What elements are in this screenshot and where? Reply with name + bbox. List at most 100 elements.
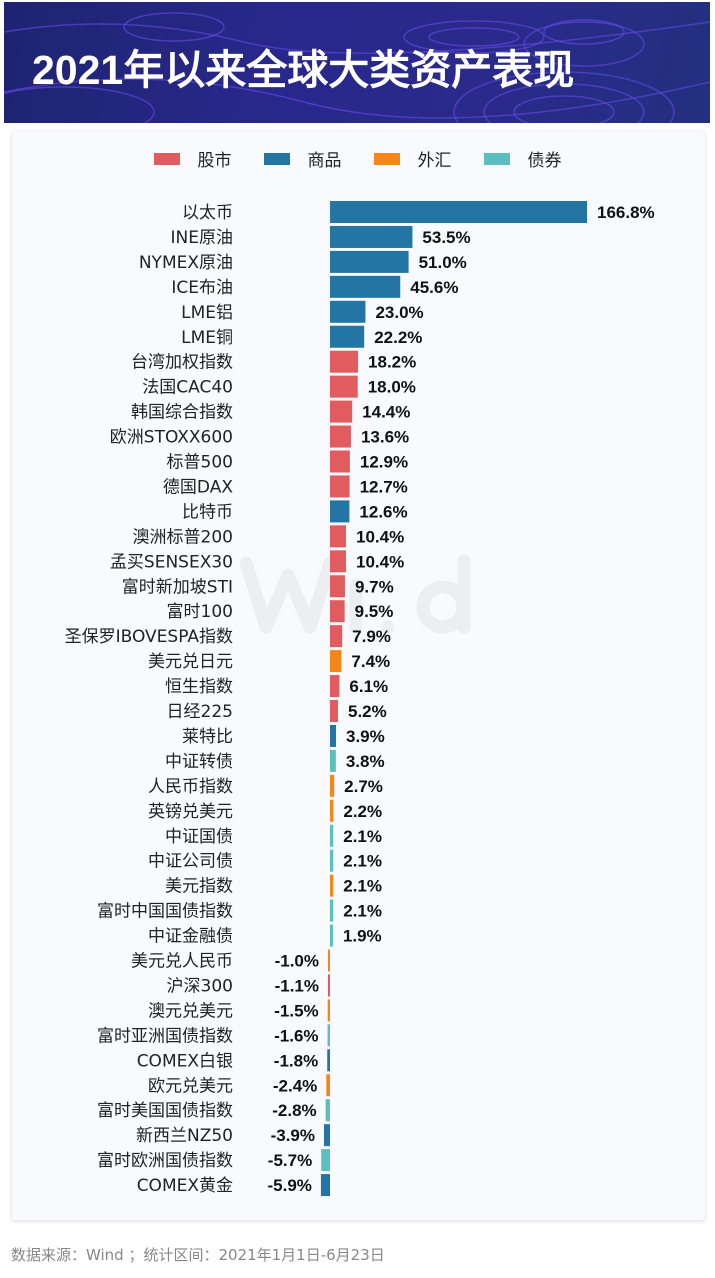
legend-swatch (373, 152, 400, 165)
bar[interactable] (325, 1099, 330, 1122)
legend-swatch (153, 152, 180, 165)
value-label: 2.2% (343, 802, 382, 821)
category-label: 圣保罗IBOVESPA指数 (65, 627, 233, 647)
bar[interactable] (330, 225, 413, 248)
value-label: 12.6% (359, 502, 407, 521)
category-label: 德国DAX (163, 477, 233, 497)
value-label: 9.7% (355, 577, 394, 596)
legend-swatch (263, 152, 290, 165)
category-label: 日经225 (167, 702, 233, 722)
value-label: 53.5% (422, 228, 470, 247)
bar[interactable] (330, 824, 334, 847)
bar[interactable] (330, 500, 350, 523)
bar[interactable] (330, 924, 333, 947)
value-label: 12.7% (360, 477, 408, 496)
bar[interactable] (328, 974, 330, 997)
header-banner: 2021年以来全球大类资产表现 (4, 2, 710, 123)
bar[interactable] (330, 525, 347, 548)
value-label: -3.9% (271, 1126, 315, 1145)
category-label: 恒生指数 (165, 677, 233, 697)
category-label: 富时中国国债指数 (97, 902, 233, 922)
bar[interactable] (330, 450, 350, 473)
bar[interactable] (330, 350, 359, 373)
source-note: 数据来源：Wind ；统计区间：2021年1月1日-6月23日 (11, 1246, 385, 1264)
bar[interactable] (323, 1124, 330, 1147)
value-label: 45.6% (410, 278, 458, 297)
bar[interactable] (330, 650, 342, 673)
bar[interactable] (328, 949, 330, 972)
value-label: 12.9% (360, 453, 408, 472)
value-label: 51.0% (419, 253, 467, 272)
value-label: 1.9% (343, 927, 382, 946)
legend-item-stock[interactable]: 股市 (153, 146, 232, 171)
category-label: 标普500 (167, 453, 233, 473)
value-label: 2.1% (343, 877, 382, 896)
bar[interactable] (330, 575, 345, 598)
category-label: 美元兑人民币 (131, 952, 233, 972)
category-label: NYMEX原油 (139, 253, 233, 273)
legend-label: 股市 (197, 151, 232, 171)
category-label: 美元兑日元 (148, 652, 233, 672)
bar[interactable] (330, 250, 409, 273)
value-label: 6.1% (349, 677, 388, 696)
legend-item-fx[interactable]: 外汇 (373, 146, 452, 171)
value-label: 13.6% (361, 428, 409, 447)
value-label: 22.2% (374, 328, 422, 347)
bar[interactable] (326, 1074, 330, 1097)
category-label: 英镑兑美元 (148, 802, 233, 822)
bar[interactable] (330, 899, 334, 922)
bar[interactable] (330, 275, 401, 298)
legend-label: 商品 (307, 151, 342, 171)
bar[interactable] (320, 1174, 330, 1197)
bar[interactable] (327, 1024, 330, 1047)
value-label: 5.2% (348, 702, 387, 721)
value-label: -1.0% (275, 952, 319, 971)
category-label: ICE布油 (171, 278, 233, 298)
category-label: 莱特比 (182, 727, 233, 747)
bar[interactable] (330, 300, 366, 323)
value-label: -2.4% (273, 1076, 317, 1095)
value-label: -5.9% (267, 1176, 311, 1195)
legend-label: 外汇 (417, 151, 452, 171)
category-label: 沪深300 (167, 976, 233, 996)
legend-item-bond[interactable]: 债券 (483, 146, 562, 171)
value-label: 3.9% (346, 727, 385, 746)
bar[interactable] (330, 849, 334, 872)
value-label: 10.4% (356, 527, 404, 546)
bar[interactable] (330, 400, 353, 423)
bar[interactable] (330, 625, 343, 648)
value-label: 7.9% (352, 627, 391, 646)
bar[interactable] (330, 425, 351, 448)
bar[interactable] (330, 600, 345, 623)
bar[interactable] (330, 774, 335, 797)
category-label: LME铜 (181, 328, 233, 348)
bar[interactable] (330, 375, 358, 398)
category-label: LME铝 (181, 303, 233, 323)
value-label: 18.0% (368, 378, 416, 397)
value-label: -5.7% (268, 1151, 312, 1170)
bar[interactable] (330, 475, 350, 498)
legend-item-commodity[interactable]: 商品 (263, 146, 342, 171)
category-label: 欧洲STOXX600 (110, 428, 233, 448)
value-label: 18.2% (368, 353, 416, 372)
category-label: 澳洲标普200 (133, 527, 233, 547)
bar[interactable] (330, 325, 365, 348)
bar[interactable] (321, 1149, 330, 1172)
wind-watermark-logo (239, 555, 471, 634)
value-label: 14.4% (362, 403, 410, 422)
value-label: 2.1% (343, 827, 382, 846)
value-label: 9.5% (355, 602, 394, 621)
bar[interactable] (330, 799, 334, 822)
bar[interactable] (327, 999, 330, 1022)
bar[interactable] (330, 550, 347, 573)
bar[interactable] (330, 724, 337, 747)
bar[interactable] (330, 749, 336, 772)
bar[interactable] (330, 675, 340, 698)
value-label: -1.6% (274, 1026, 318, 1045)
bar[interactable] (330, 201, 587, 223)
bar[interactable] (330, 874, 334, 897)
bar[interactable] (330, 700, 339, 722)
legend-label: 债券 (527, 151, 562, 171)
legend-swatch (483, 152, 510, 165)
bar[interactable] (327, 1049, 330, 1072)
